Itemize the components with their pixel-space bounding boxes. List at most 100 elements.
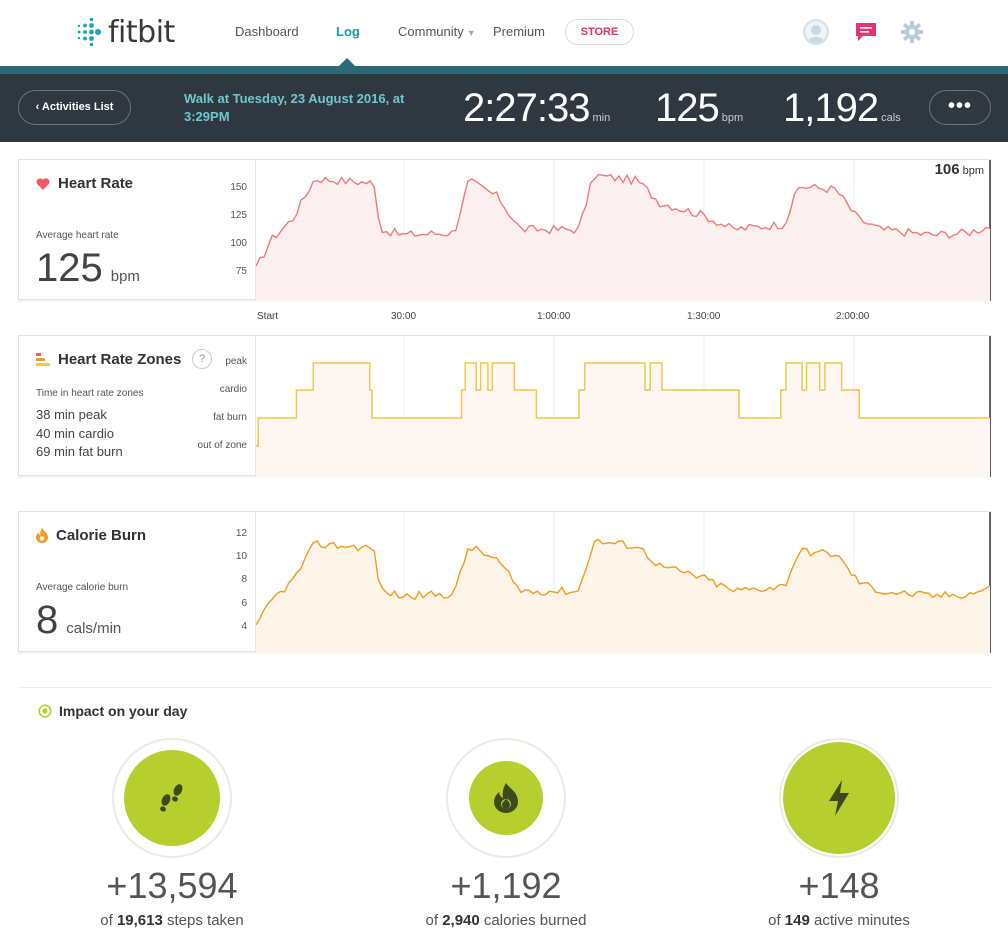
- chart-line: [255, 538, 991, 626]
- hr-ytick-150: 150: [230, 182, 247, 193]
- calories-total: 2,940: [442, 912, 480, 929]
- calories-impact-desc: of 2,940 calories burned: [396, 912, 616, 929]
- heart-stat: 125 bpm: [655, 86, 743, 131]
- section-divider: [18, 687, 991, 688]
- avg-heart-rate-value: 125: [36, 246, 103, 290]
- hr-ytick-100: 100: [230, 238, 247, 249]
- active-label: active minutes: [814, 912, 910, 929]
- heart-icon: [36, 177, 50, 190]
- current-heart-rate-unit: bpm: [962, 165, 984, 177]
- active-impact-circle: [779, 738, 899, 858]
- zone-level-out: out of zone: [197, 440, 247, 451]
- calories-impact-value: +1,192: [450, 865, 562, 906]
- calorie-title: Calorie Burn: [36, 527, 146, 544]
- heart-value: 125: [655, 86, 720, 130]
- current-heart-rate-value: 106: [934, 161, 960, 178]
- active-impact-desc: of 149 active minutes: [729, 912, 949, 929]
- duration-value: 2:27:33: [463, 86, 590, 130]
- heart-rate-chart[interactable]: 106 bpm: [255, 160, 992, 301]
- flame-icon: [494, 783, 518, 813]
- xaxis-start: Start: [257, 311, 279, 322]
- zone-peak-time: 38 min peak: [36, 407, 107, 422]
- store-button[interactable]: STORE: [565, 19, 634, 45]
- gear-icon[interactable]: [901, 21, 923, 43]
- cal-ytick-4: 4: [241, 621, 247, 632]
- nav-community[interactable]: Community ▼: [398, 24, 476, 39]
- cal-ytick-6: 6: [241, 598, 247, 609]
- top-nav: fitbit Dashboard Log Community ▼ Premium …: [0, 0, 1008, 67]
- cal-ytick-8: 8: [241, 574, 247, 585]
- zones-plot: [256, 336, 991, 477]
- avg-heart-rate-unit: bpm: [110, 268, 140, 285]
- zones-summary: Heart Rate Zones ? Time in heart rate zo…: [19, 336, 256, 475]
- zones-title-text: Heart Rate Zones: [58, 351, 182, 368]
- zone-cardio-time: 40 min cardio: [36, 425, 115, 441]
- messages-icon[interactable]: [855, 22, 877, 42]
- chart-area-fill: [256, 539, 990, 653]
- chart-area-fill: [256, 174, 990, 301]
- zones-line: [256, 362, 990, 447]
- nav-community-label: Community: [398, 24, 464, 39]
- calorie-burn-card: Calorie Burn Average calorie burn 8 cals/…: [18, 511, 992, 653]
- avatar[interactable]: [803, 19, 829, 45]
- calories-impact-circle: [446, 738, 566, 858]
- calorie-title-text: Calorie Burn: [56, 527, 147, 544]
- current-heart-rate: 106 bpm: [935, 161, 984, 178]
- avg-calorie-label: Average calorie burn: [36, 582, 129, 593]
- lightning-icon: [829, 780, 849, 816]
- hr-ytick-125: 125: [230, 210, 247, 221]
- xaxis-60min: 1:00:00: [537, 311, 571, 322]
- steps-total: 19,613: [116, 912, 163, 929]
- zones-chart[interactable]: [256, 336, 992, 477]
- steps-impact-badge: [124, 750, 220, 846]
- heart-unit: bpm: [721, 112, 744, 124]
- impact-title-text: Impact on your day: [59, 703, 188, 719]
- xaxis-120min: 2:00:00: [836, 311, 870, 322]
- duration-unit: min: [592, 112, 611, 124]
- nav-log[interactable]: Log: [336, 24, 360, 39]
- fitbit-logo[interactable]: fitbit: [74, 14, 175, 50]
- zone-level-peak: peak: [225, 356, 247, 367]
- steps-impact-value: +13,594: [106, 865, 238, 906]
- help-icon[interactable]: ?: [192, 349, 212, 369]
- steps-of: of: [100, 912, 113, 929]
- avg-calorie-unit: cals/min: [66, 620, 122, 637]
- xaxis-30min: 30:00: [391, 311, 417, 322]
- activities-list-button[interactable]: ‹ Activities List: [18, 90, 131, 125]
- calories-value: 1,192: [783, 86, 879, 130]
- calories-of: of: [425, 912, 439, 929]
- nav-dashboard[interactable]: Dashboard: [235, 24, 299, 39]
- more-options-button[interactable]: •••: [929, 90, 991, 125]
- heart-rate-title-text: Heart Rate: [58, 175, 134, 192]
- active-total: 149: [784, 912, 810, 929]
- zones-sub-label: Time in heart rate zones: [36, 388, 144, 399]
- heart-rate-card: Heart Rate Average heart rate 125 bpm 150…: [18, 159, 992, 301]
- calories-stat: 1,192 cals: [783, 86, 901, 131]
- zones-area-fill: [256, 363, 990, 477]
- calories-impact-badge: [469, 761, 543, 835]
- calorie-plot: [255, 512, 991, 653]
- nav-premium[interactable]: Premium: [493, 24, 546, 39]
- chevron-left-icon: ‹: [35, 101, 42, 113]
- zone-fatburn-time: 69 min fat burn: [36, 444, 123, 459]
- zones-list: 38 min peak 40 min cardio 69 min fat bur…: [36, 406, 123, 462]
- zone-level-cardio: cardio: [219, 384, 247, 395]
- target-icon: [38, 704, 52, 718]
- steps-label: steps taken: [167, 912, 244, 929]
- calorie-chart[interactable]: [255, 512, 992, 653]
- cal-ytick-12: 12: [235, 528, 247, 539]
- active-nav-indicator: [338, 58, 356, 67]
- calories-label: calories burned: [483, 912, 587, 929]
- calories-unit: cals: [881, 112, 901, 124]
- active-impact-value: +148: [798, 865, 880, 906]
- active-impact-badge: [783, 742, 895, 854]
- steps-impact-circle: [112, 738, 232, 858]
- steps-impact-desc: of 19,613 steps taken: [62, 912, 282, 929]
- brand-name: fitbit: [108, 14, 175, 50]
- zones-bars-icon: [36, 352, 50, 366]
- chart-line: [255, 173, 991, 267]
- xaxis-90min: 1:30:00: [687, 311, 721, 322]
- heart-rate-summary: Heart Rate Average heart rate 125 bpm 150…: [19, 160, 256, 299]
- heart-rate-plot: [255, 160, 991, 301]
- avg-heart-rate-label: Average heart rate: [36, 230, 119, 241]
